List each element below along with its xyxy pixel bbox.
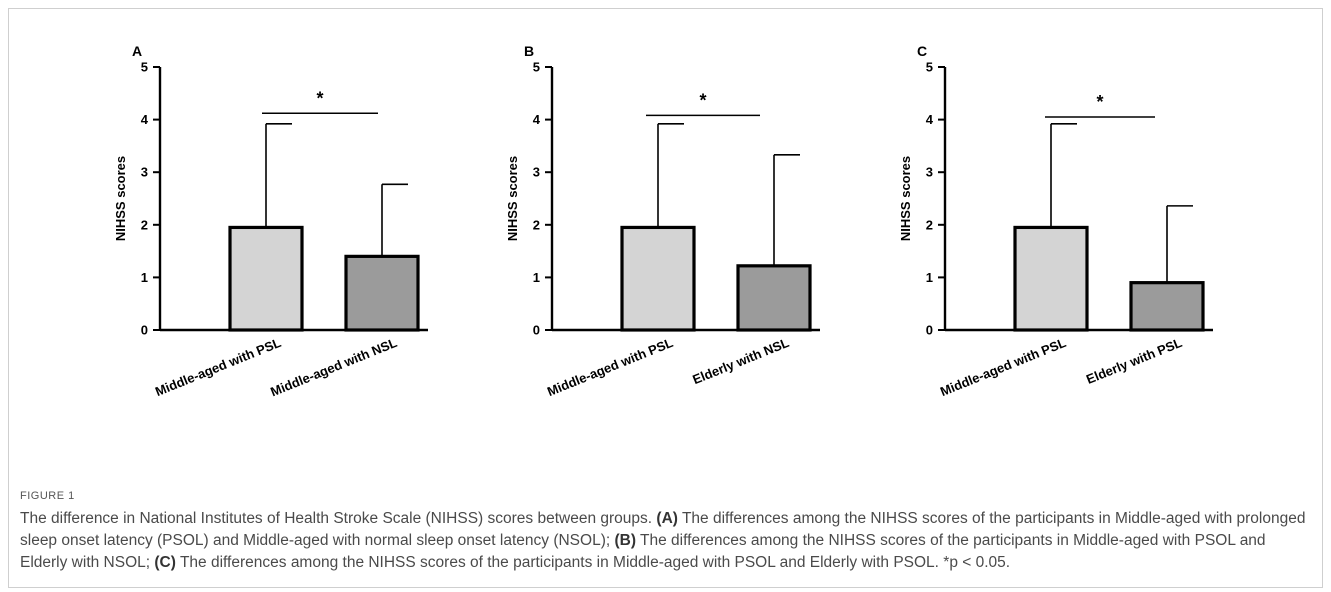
panel-a: A 0 1 2 3 4 5 NIHSS scores Middle-aged with PSLM… <box>113 43 428 399</box>
caption-intro: The difference in National Institutes of… <box>20 510 653 527</box>
panel-c-y-tick-label: 1 <box>926 270 933 285</box>
panel-a-y-tick-label: 2 <box>141 217 148 232</box>
panel-c-y-tick-label: 2 <box>926 217 933 232</box>
panel-a-bar <box>344 254 420 332</box>
panel-a-y-tick-label: 0 <box>141 323 148 338</box>
panel-b-bar <box>736 264 812 332</box>
caption-a-text: The differences among the NIHSS scores o… <box>20 510 1306 549</box>
panel-c-significance-star: * <box>1096 92 1103 112</box>
panel-a-category-label: Middle-aged with NSL <box>268 335 399 400</box>
panel-c-y-tick-label: 0 <box>926 323 933 338</box>
panel-c-label: C <box>917 43 927 59</box>
caption-b-text: The differences among the NIHSS scores o… <box>20 532 1266 571</box>
panel-b-label: B <box>524 43 534 59</box>
panel-a-category-label: Middle-aged with PSL <box>153 335 283 399</box>
panel-c-y-tick-label: 4 <box>926 112 934 127</box>
panel-c-category-label: Elderly with PSL <box>1084 335 1184 387</box>
panel-c-bar <box>1013 225 1089 332</box>
panel-c-y-tick-label: 5 <box>926 60 933 75</box>
panel-b-bar <box>620 225 696 332</box>
panel-b-y-tick-label: 3 <box>533 165 540 180</box>
caption-b-label: (B) <box>614 532 637 549</box>
panel-a-y-tick-label: 5 <box>141 60 148 75</box>
panel-a-y-tick-label: 1 <box>141 270 148 285</box>
panel-b: B 0 1 2 3 4 5 NIHSS scores Middle-aged with PSL E… <box>505 43 820 399</box>
caption-a-label: (A) <box>656 510 678 527</box>
panel-a-bar <box>228 225 304 332</box>
panel-b-y-tick-label: 0 <box>533 323 540 338</box>
figure-frame <box>8 8 1323 588</box>
panel-c: C 0 1 2 3 4 5 NIHSS scores Middle-aged with PSL E… <box>898 43 1213 399</box>
panel-b-y-tick-label: 5 <box>533 60 540 75</box>
caption-c-label: (C) <box>154 554 176 571</box>
panel-a-label: A <box>132 43 142 59</box>
panel-b-y-tick-label: 1 <box>533 270 540 285</box>
panel-c-y-axis-label: NIHSS scores <box>898 156 913 241</box>
panel-c-bar <box>1129 281 1205 332</box>
panel-a-y-axis-label: NIHSS scores <box>113 156 128 241</box>
panel-a-significance-star: * <box>316 88 323 108</box>
panel-a-y-tick-label: 4 <box>141 112 149 127</box>
panel-b-y-axis-label: NIHSS scores <box>505 156 520 241</box>
panel-b-y-tick-label: 2 <box>533 217 540 232</box>
figure-label: FIGURE 1 <box>20 490 75 502</box>
panel-b-significance-star: * <box>699 90 706 110</box>
caption-c-text: The differences among the NIHSS scores o… <box>179 554 1011 571</box>
figure-caption: FIGURE 1 The difference in National Inst… <box>20 490 1310 574</box>
caption-text: The difference in National Institutes of… <box>20 508 1310 574</box>
panel-c-y-tick-label: 3 <box>926 165 933 180</box>
panel-b-category-label: Middle-aged with PSL <box>545 335 675 399</box>
panel-c-category-label: Middle-aged with PSL <box>938 335 1068 399</box>
panel-b-category-label: Elderly with NSL <box>690 335 791 387</box>
panel-b-y-tick-label: 4 <box>533 112 541 127</box>
panel-a-y-tick-label: 3 <box>141 165 148 180</box>
